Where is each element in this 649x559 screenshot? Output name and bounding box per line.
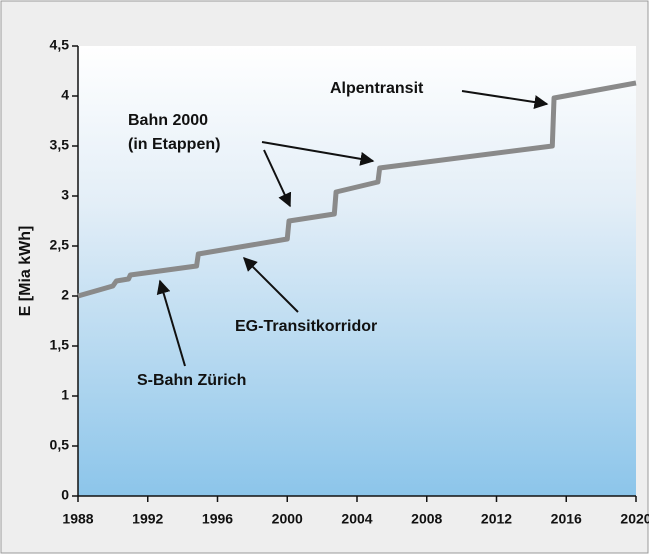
y-tick-label: 2	[61, 287, 69, 303]
y-tick-label: 1	[61, 387, 69, 403]
annotation: EG-Transitkorridor	[235, 318, 377, 335]
y-tick-label: 3,5	[50, 137, 70, 153]
x-tick-label: 1996	[202, 511, 233, 527]
y-tick-label: 4,5	[50, 37, 70, 53]
y-axis-label: E [Mia kWh]	[17, 226, 34, 317]
y-tick-label: 1,5	[50, 337, 70, 353]
y-tick-label: 2,5	[50, 237, 70, 253]
x-tick-label: 1992	[132, 511, 163, 527]
arrow	[261, 141, 375, 166]
y-tick-label: 4	[61, 87, 69, 103]
arrow	[243, 257, 299, 313]
annotation: S-Bahn Zürich	[137, 372, 246, 389]
x-tick-label: 2012	[481, 511, 512, 527]
arrow	[263, 149, 292, 208]
x-tick-label: 2020	[620, 511, 649, 527]
y-tick-label: 0,5	[50, 437, 70, 453]
annotation: (in Etappen)	[128, 136, 220, 153]
y-tick-label: 0	[61, 487, 69, 503]
series-line	[77, 80, 637, 299]
annotation: Bahn 2000	[128, 112, 208, 129]
x-tick-label: 2004	[341, 511, 372, 527]
arrow	[156, 279, 186, 367]
annotation: Alpentransit	[330, 80, 424, 97]
x-tick-label: 1988	[62, 511, 93, 527]
x-tick-label: 2000	[272, 511, 303, 527]
arrows	[156, 90, 549, 367]
arrow	[461, 90, 549, 110]
x-tick-label: 2008	[411, 511, 442, 527]
x-tick-label: 2016	[551, 511, 582, 527]
y-tick-label: 3	[61, 187, 69, 203]
